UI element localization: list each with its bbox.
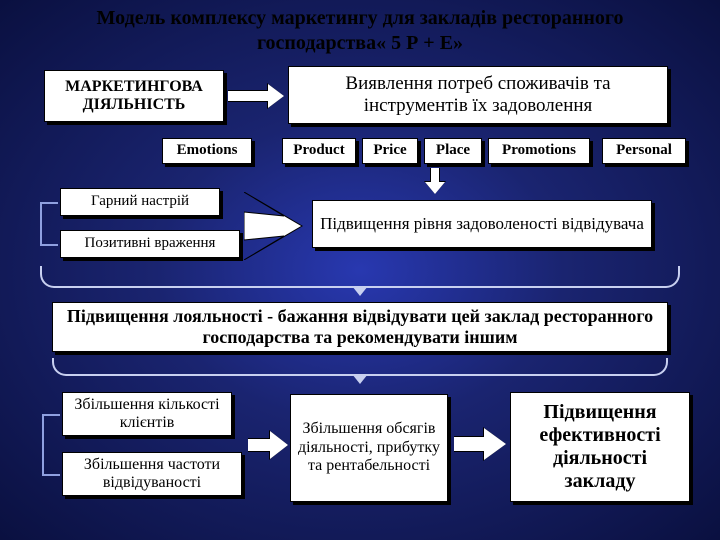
box-impressions: Позитивні враження — [60, 230, 240, 258]
box-marketing: МАРКЕТИНГОВА ДІЯЛЬНІСТЬ — [44, 70, 224, 122]
dline-b2 — [42, 474, 60, 476]
box-emotions: Emotions — [162, 138, 252, 164]
box-loyalty: Підвищення лояльності - бажання відвідув… — [52, 302, 668, 352]
box-mood: Гарний настрій — [60, 188, 220, 216]
box-personal: Personal — [602, 138, 686, 164]
converge-arrow-icon — [244, 192, 304, 260]
box-product: Product — [282, 138, 356, 164]
box-place: Place — [424, 138, 482, 164]
dline-1 — [40, 202, 58, 204]
brace-lower — [52, 358, 668, 376]
box-volumes: Збільшення обсягів діяльності, прибутку … — [290, 394, 448, 502]
box-satisfaction: Підвищення рівня задоволеності відвідува… — [312, 200, 652, 248]
box-price: Price — [362, 138, 418, 164]
box-promotions: Promotions — [488, 138, 590, 164]
box-clients: Збільшення кількості клієнтів — [62, 392, 232, 436]
dline-2 — [40, 244, 58, 246]
dline-3 — [40, 202, 42, 246]
box-frequency: Збільшення частоти відвідуваності — [62, 452, 242, 496]
dline-b3 — [42, 414, 44, 476]
box-efficiency: Підвищення ефективності діяльності закла… — [510, 392, 690, 502]
page-title: Модель комплексу маркетингу для закладів… — [0, 0, 720, 60]
box-needs: Виявлення потреб споживачів та інструмен… — [288, 66, 668, 124]
brace-upper — [40, 266, 680, 288]
dline-b1 — [42, 414, 60, 416]
